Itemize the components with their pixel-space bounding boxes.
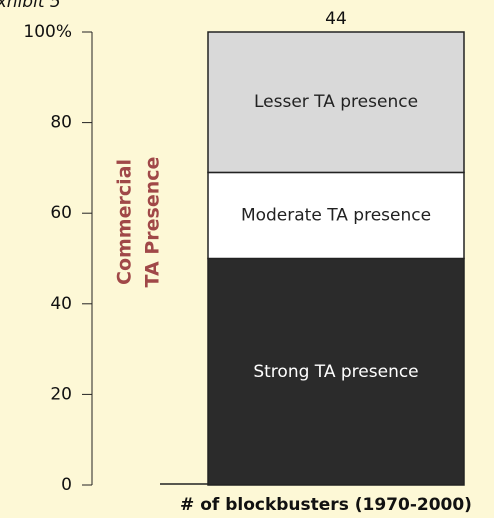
x-tick-label: # of blockbusters (1970-2000) <box>180 495 472 515</box>
chart-title: Exhibit 5 <box>0 0 61 12</box>
bar-segment <box>207 257 465 486</box>
y-tick-label: 60 <box>50 203 72 223</box>
total-label: 44 <box>325 9 347 29</box>
y-tick-label: 0 <box>61 475 72 495</box>
y-axis-label: TA Presence <box>142 157 164 288</box>
y-tick-label: 80 <box>50 113 72 133</box>
segment-label: Strong TA presence <box>253 362 418 382</box>
bar-segment <box>207 31 465 174</box>
segment-label: Lesser TA presence <box>254 92 418 112</box>
y-tick-label: 100% <box>23 22 72 42</box>
bar-segment <box>207 171 465 260</box>
y-tick-label: 40 <box>50 294 72 314</box>
y-tick-label: 20 <box>50 384 72 404</box>
segment-label: Moderate TA presence <box>241 205 431 225</box>
y-axis-label: Commercial <box>114 159 136 285</box>
